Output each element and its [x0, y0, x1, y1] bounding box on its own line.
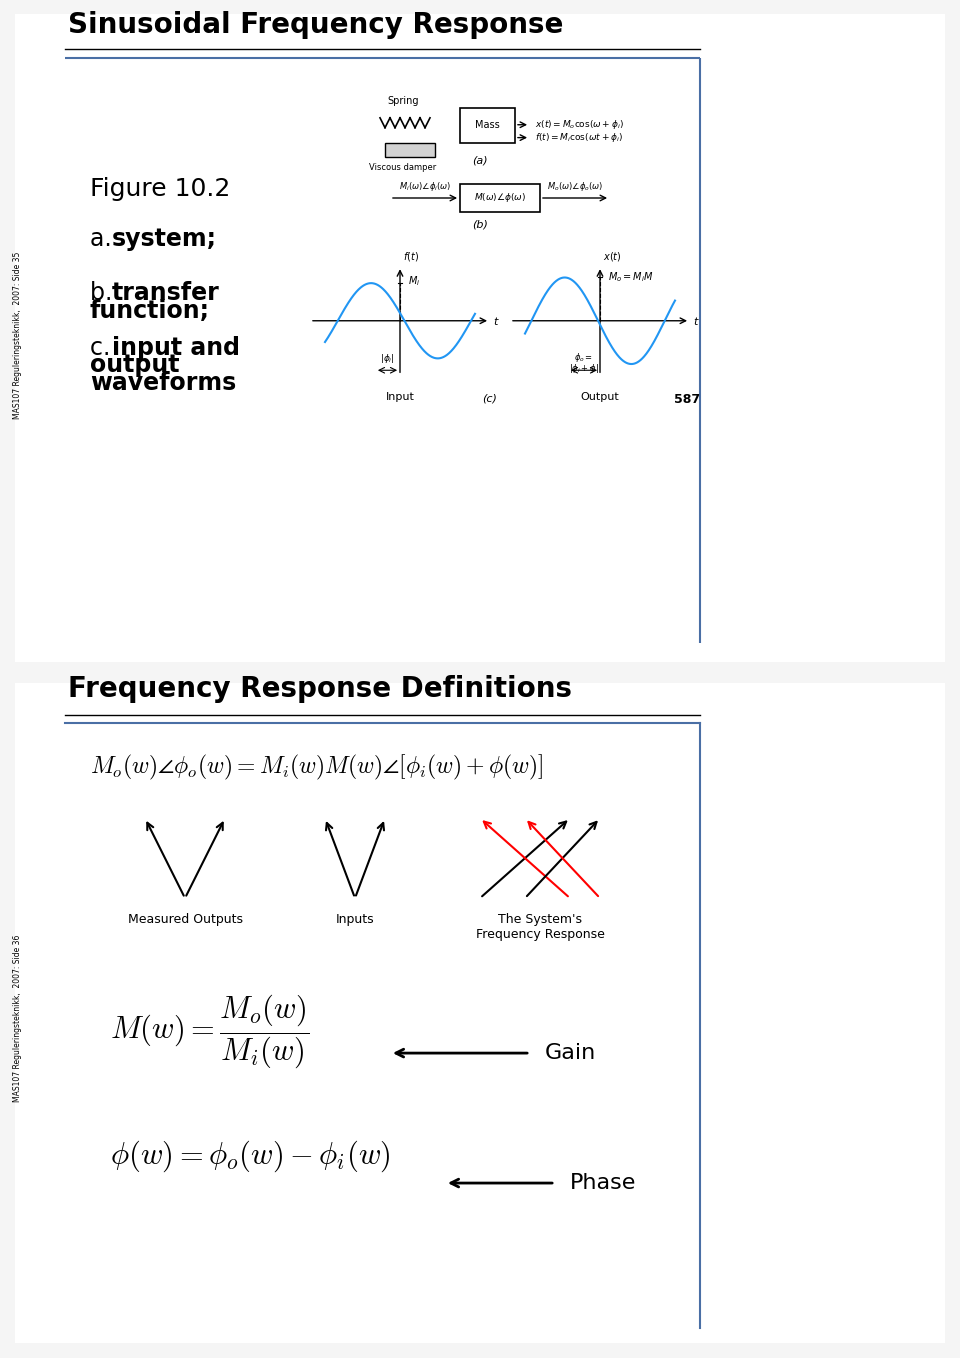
Text: $M_o = M_i M$: $M_o = M_i M$	[608, 270, 654, 284]
Text: system;: system;	[112, 227, 217, 251]
Text: waveforms: waveforms	[90, 371, 236, 395]
Text: Phase: Phase	[570, 1173, 636, 1194]
Text: The System's
Frequency Response: The System's Frequency Response	[475, 913, 605, 941]
Text: $M(\omega)\angle\phi(\omega)$: $M(\omega)\angle\phi(\omega)$	[474, 191, 526, 205]
Text: 587: 587	[674, 392, 700, 406]
Text: output: output	[90, 353, 180, 378]
Text: $|\phi_i|$: $|\phi_i|$	[380, 352, 395, 365]
FancyBboxPatch shape	[460, 185, 540, 212]
Text: (c): (c)	[483, 392, 497, 403]
Text: input and: input and	[112, 335, 240, 360]
Text: $|\phi_i+\phi|$: $|\phi_i+\phi|$	[569, 363, 599, 375]
Text: Measured Outputs: Measured Outputs	[128, 913, 243, 926]
Text: Gain: Gain	[545, 1043, 596, 1063]
Text: $\phi_o=$: $\phi_o=$	[574, 352, 593, 364]
Text: Mass: Mass	[475, 121, 500, 130]
Text: transfer: transfer	[112, 281, 220, 306]
Text: Viscous damper: Viscous damper	[370, 163, 437, 172]
Text: Input: Input	[386, 392, 415, 402]
Text: (b): (b)	[472, 220, 488, 230]
Text: $x(t) = M_o\cos(\omega + \phi_i)$: $x(t) = M_o\cos(\omega + \phi_i)$	[535, 118, 624, 132]
Text: $t$: $t$	[493, 315, 500, 327]
Text: (a): (a)	[472, 155, 488, 166]
Text: Spring: Spring	[387, 96, 419, 106]
Text: a.: a.	[90, 227, 119, 251]
Text: $M_o(w)\angle\phi_o(w) = M_i(w)M(w)\angle[\phi_i(w) + \phi(w)]$: $M_o(w)\angle\phi_o(w) = M_i(w)M(w)\angl…	[90, 754, 543, 782]
Text: $M_o(\omega)\angle\phi_o(\omega)$: $M_o(\omega)\angle\phi_o(\omega)$	[547, 181, 603, 193]
Text: $t$: $t$	[693, 315, 700, 327]
FancyBboxPatch shape	[460, 107, 515, 143]
Text: Output: Output	[581, 392, 619, 402]
Text: $\phi(w) = \phi_o(w) - \phi_i(w)$: $\phi(w) = \phi_o(w) - \phi_i(w)$	[110, 1138, 391, 1173]
FancyBboxPatch shape	[15, 683, 945, 1343]
Text: c.: c.	[90, 335, 118, 360]
Text: $f(t) = M_i\cos(\omega t + \phi_i)$: $f(t) = M_i\cos(\omega t + \phi_i)$	[535, 132, 623, 144]
Text: Figure 10.2: Figure 10.2	[90, 177, 230, 201]
Text: $M(w) = \dfrac{M_o(w)}{M_i(w)}$: $M(w) = \dfrac{M_o(w)}{M_i(w)}$	[110, 993, 309, 1071]
Text: Inputs: Inputs	[336, 913, 374, 926]
Text: Sinusoidal Frequency Response: Sinusoidal Frequency Response	[68, 11, 564, 38]
Text: $x(t)$: $x(t)$	[603, 250, 621, 263]
FancyBboxPatch shape	[15, 14, 945, 663]
Text: b.: b.	[90, 281, 120, 306]
Text: function;: function;	[90, 299, 210, 323]
Text: MAS107 Reguleringsteknikk,  2007: Side 35: MAS107 Reguleringsteknikk, 2007: Side 35	[13, 253, 22, 420]
Text: $M_i(\omega)\angle\phi_i(\omega)$: $M_i(\omega)\angle\phi_i(\omega)$	[398, 181, 451, 193]
Text: $M_i$: $M_i$	[408, 274, 420, 288]
Text: Frequency Response Definitions: Frequency Response Definitions	[68, 675, 572, 703]
FancyBboxPatch shape	[385, 143, 435, 158]
Text: MAS107 Reguleringsteknikk,  2007: Side 36: MAS107 Reguleringsteknikk, 2007: Side 36	[13, 934, 22, 1101]
Text: $f(t)$: $f(t)$	[403, 250, 419, 263]
